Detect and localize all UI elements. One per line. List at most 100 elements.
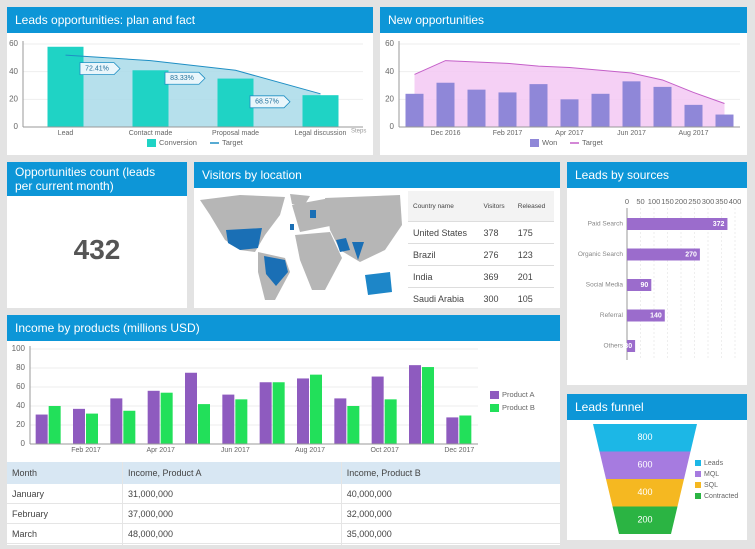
panel-title: Income by products (millions USD) — [7, 315, 560, 341]
table-cell: 276 — [478, 243, 513, 266]
bar — [622, 81, 641, 127]
table-cell: Saudi Arabia — [408, 287, 479, 308]
bar — [560, 99, 579, 127]
panel-title: Leads funnel — [567, 394, 747, 420]
target-line — [65, 54, 321, 95]
table-row: January 31,000,000 40,000,000 — [7, 484, 560, 504]
table-cell: 369 — [478, 265, 513, 288]
table-cell: India — [408, 265, 479, 288]
x-tick-label: Feb 2017 — [493, 130, 523, 137]
x-tick-label: Feb 2017 — [71, 447, 101, 454]
bar — [529, 84, 548, 127]
chart: 0 20 40 60 80 100 Feb 2017 Apr 2017 Jun 2017 Aug … — [12, 344, 535, 454]
bar — [653, 86, 672, 127]
y-tick-label: 60 — [16, 382, 25, 391]
table-cell: 201 — [512, 265, 554, 288]
conversion-label: 72.41% — [85, 65, 109, 72]
y-tick-label: Referral — [600, 312, 624, 319]
y-tick-label: 40 — [385, 67, 394, 76]
x-tick-label: Aug 2017 — [679, 130, 709, 137]
bar — [715, 114, 734, 127]
table-row: India 369 201 — [408, 265, 554, 288]
x-tick-label: Dec 2016 — [431, 130, 461, 137]
value-label: 600 — [637, 460, 652, 470]
y-tick-label: 20 — [385, 94, 394, 103]
conversion-badge — [164, 71, 206, 85]
x-tick-label: Oct 2017 — [370, 447, 399, 454]
bar — [47, 46, 84, 128]
table-cell: 175 — [512, 221, 554, 244]
bar — [86, 413, 98, 444]
y-tick-label: 0 — [14, 122, 19, 131]
world-map — [200, 194, 402, 300]
y-tick-label: Organic Search — [578, 251, 624, 258]
legend-label: MQL — [704, 471, 719, 478]
bar — [347, 406, 360, 444]
bar — [627, 218, 728, 230]
legend-label: Product A — [502, 390, 535, 399]
x-tick-label: Proposal made — [212, 130, 259, 137]
legend-label: Target — [222, 138, 244, 147]
legend-swatch — [695, 471, 701, 477]
x-tick-label: 50 — [636, 197, 644, 206]
chart: 0 20 40 60 Lead Contact made Proposal made Lega… — [9, 39, 366, 147]
x-tick-label: 300 — [702, 197, 715, 206]
y-tick-label: Social Media — [586, 282, 624, 289]
bar — [627, 248, 700, 261]
legend-label: Leads — [704, 460, 724, 467]
bar — [371, 376, 384, 444]
panel: Opportunities count (leads per current m… — [7, 162, 187, 308]
x-tick-label: Contact made — [129, 130, 173, 137]
x-tick-label: Legal discussion — [295, 130, 347, 137]
bar — [436, 82, 455, 127]
table-row: April56,000,00054,000,000 — [7, 543, 560, 545]
legend-swatch — [695, 493, 701, 499]
table-cell: 54,000,000 — [340, 543, 560, 545]
bar — [222, 394, 235, 444]
panel-title: Opportunities count (leads per current m… — [7, 162, 187, 196]
bar — [310, 374, 322, 444]
table-cell: 40,000,000 — [340, 484, 560, 504]
bar — [48, 406, 61, 444]
table-row: February 37,000,000 32,000,000 — [7, 503, 560, 524]
legend-swatch — [695, 482, 701, 488]
table-cell: 48,000,000 — [121, 523, 342, 544]
funnel-segment — [606, 479, 684, 507]
bar — [498, 92, 517, 127]
value-label: 800 — [637, 432, 652, 442]
bar — [73, 408, 85, 444]
table-cell: January — [7, 484, 123, 504]
legend-label: Target — [582, 138, 604, 147]
table-row: March 48,000,000 35,000,000 — [7, 523, 560, 544]
bar — [684, 104, 703, 127]
panel: New opportunities 0 20 40 60 Dec 2016 Feb 201… — [380, 7, 747, 155]
x-tick-label: 350 — [715, 197, 728, 206]
legend-label: SQL — [704, 482, 718, 489]
chart: 0 50 100 150 200 250 300 350 400 Paid Search 372 Or… — [578, 197, 741, 360]
bar — [35, 414, 48, 444]
panel-title: Visitors by location — [194, 162, 560, 188]
conversion-label: 68.57% — [255, 99, 279, 106]
table-row: United States 378 175 — [408, 221, 554, 244]
bar — [446, 417, 459, 444]
bar — [405, 93, 424, 127]
table-cell: 32,000,000 — [340, 503, 560, 524]
table-row: Saudi Arabia 300 105 — [408, 287, 554, 308]
funnel-segment — [612, 506, 678, 534]
conversion-badge — [79, 62, 121, 75]
table-cell: April — [7, 543, 123, 545]
bar — [235, 399, 248, 444]
table-cell: March — [7, 523, 123, 544]
value-label: 270 — [685, 251, 697, 258]
x-tick-label: 0 — [625, 197, 629, 206]
area-fill — [414, 60, 725, 127]
y-tick-label: 100 — [12, 344, 26, 353]
bar — [132, 70, 169, 127]
funnel-segment — [599, 451, 691, 479]
x-tick-label: Lead — [58, 130, 74, 137]
table-cell: 300 — [478, 287, 513, 308]
legend-swatch — [147, 139, 156, 147]
bar — [334, 398, 347, 444]
bar — [297, 378, 309, 444]
legend-swatch — [490, 391, 499, 399]
